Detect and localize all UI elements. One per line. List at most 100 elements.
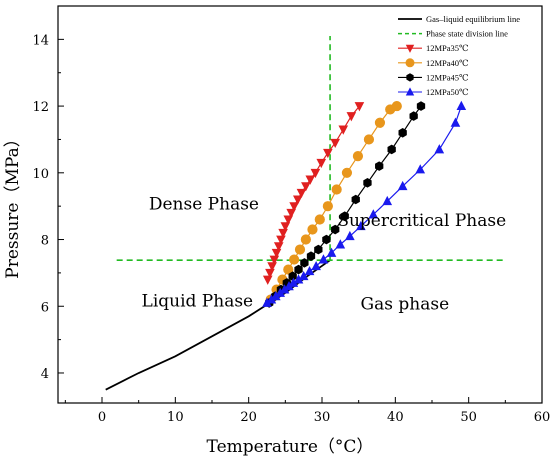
series-2-point	[265, 268, 275, 279]
series-5-point	[266, 294, 277, 304]
series-2-point	[293, 195, 303, 205]
legend-label: Phase state division line	[426, 29, 508, 39]
y-tick-label: 6	[41, 300, 49, 315]
series-5-point	[298, 270, 309, 281]
x-tick-label: 60	[534, 410, 550, 425]
series-3-point	[300, 234, 311, 245]
legend-label: 12MPa50℃	[426, 87, 469, 97]
series-2-point	[316, 158, 327, 169]
series-5-point	[434, 144, 445, 154]
region-label: Supercritical Phase	[337, 211, 506, 231]
series-3-point	[374, 117, 386, 128]
legend-marker	[406, 73, 414, 82]
x-tick-label: 30	[314, 410, 331, 425]
y-tick-label: 10	[32, 167, 49, 182]
axes: 0 10 20 30 40 50 60 4 6 8 10 12 14	[32, 5, 550, 425]
series-2-point	[262, 275, 273, 285]
series-4-point	[322, 234, 331, 245]
series-5-point	[275, 287, 285, 297]
labels: Temperature（°C） Pressure（MPa） Dense Phase S…	[3, 130, 506, 457]
series-2-point	[267, 262, 277, 272]
x-tick-label: 0	[98, 410, 106, 425]
series-4-point	[398, 127, 407, 138]
series-2-point	[271, 248, 282, 259]
series-2-point	[354, 102, 365, 112]
series-5-point	[356, 220, 366, 231]
series-2-point	[330, 138, 340, 149]
series-5-point	[304, 265, 315, 276]
series-2-point	[301, 182, 311, 192]
legend-marker	[405, 87, 415, 96]
legend-marker	[405, 58, 415, 68]
series-3-point	[352, 151, 364, 162]
region-label: Liquid Phase	[142, 291, 254, 311]
series-4-point	[375, 161, 384, 171]
series-5-point	[397, 180, 408, 191]
series-4-point	[416, 101, 426, 111]
series-2-point	[305, 175, 316, 185]
series-3-point	[322, 201, 333, 212]
series-5-point	[450, 117, 461, 127]
series-2-point	[276, 235, 286, 245]
series-5-point	[326, 247, 337, 257]
plot-area	[105, 36, 506, 391]
legend-label: Gas–liquid equilibrium line	[426, 14, 520, 24]
series-3-point	[294, 244, 306, 255]
series-2-point	[346, 112, 357, 122]
series-4-point	[314, 244, 323, 255]
region-label: Dense Phase	[149, 195, 259, 215]
legend-label: 12MPa40℃	[426, 58, 469, 68]
series-3-point	[314, 214, 325, 225]
series-5-point	[288, 277, 299, 287]
plot-frame	[57, 5, 543, 404]
y-tick-label: 4	[41, 367, 49, 382]
series-4-point	[300, 258, 309, 268]
series-2-point	[289, 202, 299, 212]
series-5-point	[271, 290, 281, 301]
x-tick-label: 20	[240, 410, 257, 425]
y-axis-title: Pressure（MPa）	[3, 130, 23, 278]
series-2-point	[283, 215, 294, 225]
series-3-point	[363, 134, 375, 145]
series-2-point	[310, 168, 321, 179]
series-3-point	[307, 224, 318, 235]
series-5-point	[279, 284, 290, 294]
series-5-point	[368, 209, 379, 219]
y-tick-label: 14	[32, 33, 49, 48]
series-4-point	[340, 211, 349, 221]
series-3-point	[341, 167, 353, 178]
series-2-point	[296, 188, 307, 199]
series-2-point	[273, 242, 284, 252]
x-axis-title: Temperature（°C）	[207, 437, 374, 457]
series-4-point	[363, 178, 372, 188]
series-2-point	[269, 255, 280, 265]
series-4-point	[351, 194, 360, 205]
legend-marker	[405, 44, 415, 53]
legend-label: 12MPa35℃	[426, 43, 469, 53]
series-3-point	[283, 264, 294, 275]
series-4-point	[409, 111, 418, 121]
legend: Gas–liquid equilibrium line Phase state d…	[398, 14, 520, 97]
series-5-point	[456, 100, 467, 111]
series-4-point	[294, 264, 303, 275]
series-5-point	[293, 274, 304, 284]
region-label: Gas phase	[361, 295, 450, 315]
series-5-point	[345, 230, 355, 241]
series-3-point	[391, 100, 402, 112]
series-5-point	[311, 260, 321, 271]
series-4-point	[306, 251, 316, 262]
series-5-point	[382, 195, 393, 206]
y-tick-label: 8	[41, 234, 49, 249]
series-2-point	[338, 125, 349, 135]
series-4-point	[288, 271, 297, 282]
legend-label: 12MPa45℃	[426, 72, 469, 82]
series-5-point	[415, 164, 426, 174]
x-tick-label: 10	[167, 410, 184, 425]
series-2-point	[278, 228, 288, 239]
series-4-point	[331, 224, 340, 235]
x-tick-label: 50	[460, 410, 477, 425]
series-2-point	[323, 148, 333, 159]
series-5-point	[335, 239, 346, 249]
series-2-point	[286, 208, 296, 219]
